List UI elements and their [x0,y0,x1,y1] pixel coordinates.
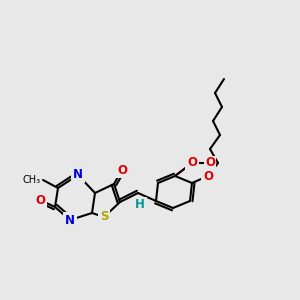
Text: O: O [187,157,197,169]
Text: O: O [117,164,127,176]
Text: H: H [135,199,145,212]
Text: S: S [100,211,108,224]
Text: N: N [73,169,83,182]
Text: O: O [35,194,45,206]
Text: O: O [205,157,215,169]
Text: CH₃: CH₃ [23,175,41,185]
Text: N: N [65,214,75,226]
Text: O: O [203,169,213,182]
